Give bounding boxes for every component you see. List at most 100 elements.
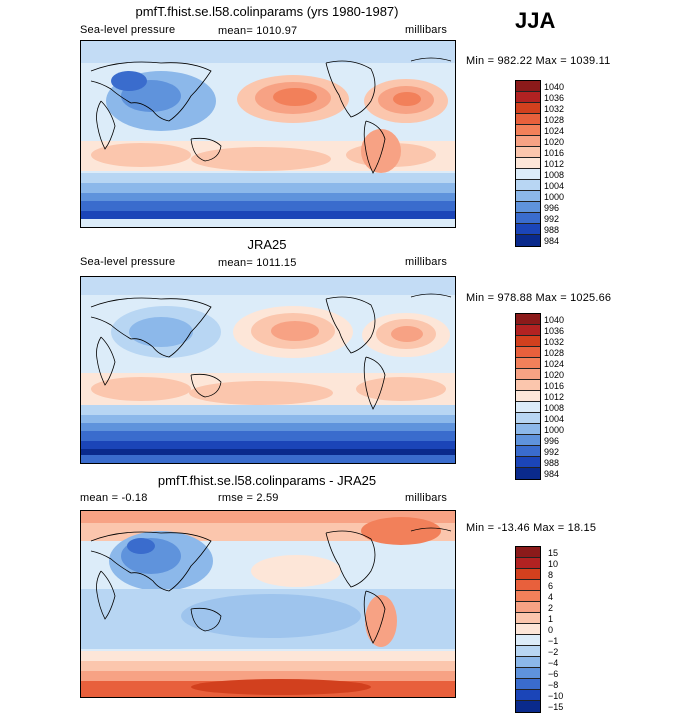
colorbar-swatch xyxy=(516,435,540,446)
colorbar-tick: 1040 xyxy=(544,315,565,325)
colorbar-swatch xyxy=(516,191,540,202)
colorbar-swatch xyxy=(516,114,540,125)
colorbar-swatch xyxy=(516,169,540,180)
colorbar-swatch xyxy=(516,224,540,235)
colorbar-swatch xyxy=(516,81,540,92)
colorbar-swatch xyxy=(516,180,540,191)
panel-3-rmse: rmse = 2.59 xyxy=(218,492,279,504)
colorbar-tick: 996 xyxy=(544,203,560,213)
panel-3-range: Min = -13.46 Max = 18.15 xyxy=(466,522,597,534)
colorbar-tick: 988 xyxy=(544,458,560,468)
colorbar-swatch xyxy=(516,668,540,679)
colorbar-tick: 1000 xyxy=(544,425,565,435)
colorbar-swatch xyxy=(516,158,540,169)
panel-3-units: millibars xyxy=(405,492,448,504)
colorbar-swatch xyxy=(516,424,540,435)
colorbar-swatch xyxy=(516,358,540,369)
colorbar-swatch xyxy=(516,202,540,213)
colorbar-tick: −6 xyxy=(548,669,559,679)
colorbar-swatch xyxy=(516,446,540,457)
panel-1-colorbar-ticks: 1040 1036 1032 1028 1024 1020 1016 1012 … xyxy=(544,82,564,247)
colorbar-swatch xyxy=(516,314,540,325)
panel-2-colorbar xyxy=(515,313,541,480)
colorbar-swatch xyxy=(516,103,540,114)
panel-1-colorbar xyxy=(515,80,541,247)
colorbar-tick: 1028 xyxy=(544,115,565,125)
panel-3-title: pmfT.fhist.se.l58.colinparams - JRA25 xyxy=(157,473,377,488)
colorbar-swatch xyxy=(516,613,540,624)
colorbar-tick: 2 xyxy=(548,603,554,613)
colorbar-tick: 1036 xyxy=(544,326,565,336)
panel-1-title: pmfT.fhist.se.l58.colinparams (yrs 1980-… xyxy=(135,4,399,19)
colorbar-tick: 1012 xyxy=(544,392,565,402)
colorbar-tick: 1008 xyxy=(544,403,565,413)
colorbar-swatch xyxy=(516,92,540,103)
colorbar-tick: 1000 xyxy=(544,192,565,202)
colorbar-swatch xyxy=(516,136,540,147)
colorbar-swatch xyxy=(516,457,540,468)
colorbar-tick: 1020 xyxy=(544,137,565,147)
slp-reanalysis-map xyxy=(81,277,455,463)
colorbar-tick: 15 xyxy=(548,548,559,558)
panel-3-mean: mean = -0.18 xyxy=(80,492,148,504)
colorbar-tick: 1024 xyxy=(544,126,565,136)
colorbar-tick: 1020 xyxy=(544,370,565,380)
colorbar-tick: 996 xyxy=(544,436,560,446)
colorbar-swatch xyxy=(516,391,540,402)
colorbar-tick: −15 xyxy=(548,702,564,712)
colorbar-tick: −1 xyxy=(548,636,559,646)
colorbar-tick: −4 xyxy=(548,658,559,668)
colorbar-tick: 4 xyxy=(548,592,554,602)
colorbar-tick: 1032 xyxy=(544,337,565,347)
colorbar-tick: 988 xyxy=(544,225,560,235)
colorbar-tick: −10 xyxy=(548,691,564,701)
colorbar-swatch xyxy=(516,380,540,391)
colorbar-tick: 1024 xyxy=(544,359,565,369)
panel-1-units: millibars xyxy=(405,24,448,36)
colorbar-tick: 1004 xyxy=(544,181,565,191)
colorbar-tick: 1032 xyxy=(544,104,565,114)
colorbar-swatch xyxy=(516,701,540,712)
panel-3-colorbar-ticks: 15 10 8 6 4 2 1 0 −1 −2 −4 −6 −8 −10 −15 xyxy=(548,548,563,713)
colorbar-swatch xyxy=(516,325,540,336)
colorbar-swatch xyxy=(516,347,540,358)
colorbar-tick: 6 xyxy=(548,581,554,591)
colorbar-tick: −8 xyxy=(548,680,559,690)
colorbar-tick: 984 xyxy=(544,469,560,479)
colorbar-swatch xyxy=(516,147,540,158)
panel-2-title: JRA25 xyxy=(247,237,287,252)
panel-2-variable: Sea-level pressure xyxy=(80,256,176,268)
panel-1-range: Min = 982.22 Max = 1039.11 xyxy=(466,55,611,67)
colorbar-tick: 1008 xyxy=(544,170,565,180)
colorbar-swatch xyxy=(516,602,540,613)
panel-2-range: Min = 978.88 Max = 1025.66 xyxy=(466,292,612,304)
colorbar-swatch xyxy=(516,580,540,591)
panel-2-colorbar-ticks: 1040 1036 1032 1028 1024 1020 1016 1012 … xyxy=(544,315,564,480)
panel-2-mean: mean= 1011.15 xyxy=(218,257,297,269)
colorbar-tick: 10 xyxy=(548,559,559,569)
colorbar-swatch xyxy=(516,679,540,690)
colorbar-tick: 1028 xyxy=(544,348,565,358)
colorbar-tick: 1016 xyxy=(544,381,565,391)
slp-difference-map xyxy=(81,511,455,697)
panel-1-mean: mean= 1010.97 xyxy=(218,25,298,37)
colorbar-swatch xyxy=(516,413,540,424)
colorbar-tick: 1016 xyxy=(544,148,565,158)
colorbar-swatch xyxy=(516,558,540,569)
colorbar-tick: −2 xyxy=(548,647,559,657)
colorbar-tick: 1040 xyxy=(544,82,565,92)
panel-2-units: millibars xyxy=(405,256,448,268)
colorbar-swatch xyxy=(516,468,540,479)
colorbar-swatch xyxy=(516,569,540,580)
season-label: JJA xyxy=(515,8,556,33)
panel-2-map xyxy=(80,276,456,464)
colorbar-swatch xyxy=(516,213,540,224)
colorbar-tick: 0 xyxy=(548,625,554,635)
colorbar-tick: 8 xyxy=(548,570,554,580)
colorbar-swatch xyxy=(516,235,540,246)
colorbar-tick: 1 xyxy=(548,614,554,624)
colorbar-swatch xyxy=(516,336,540,347)
colorbar-swatch xyxy=(516,635,540,646)
colorbar-tick: 1004 xyxy=(544,414,565,424)
colorbar-tick: 984 xyxy=(544,236,560,246)
